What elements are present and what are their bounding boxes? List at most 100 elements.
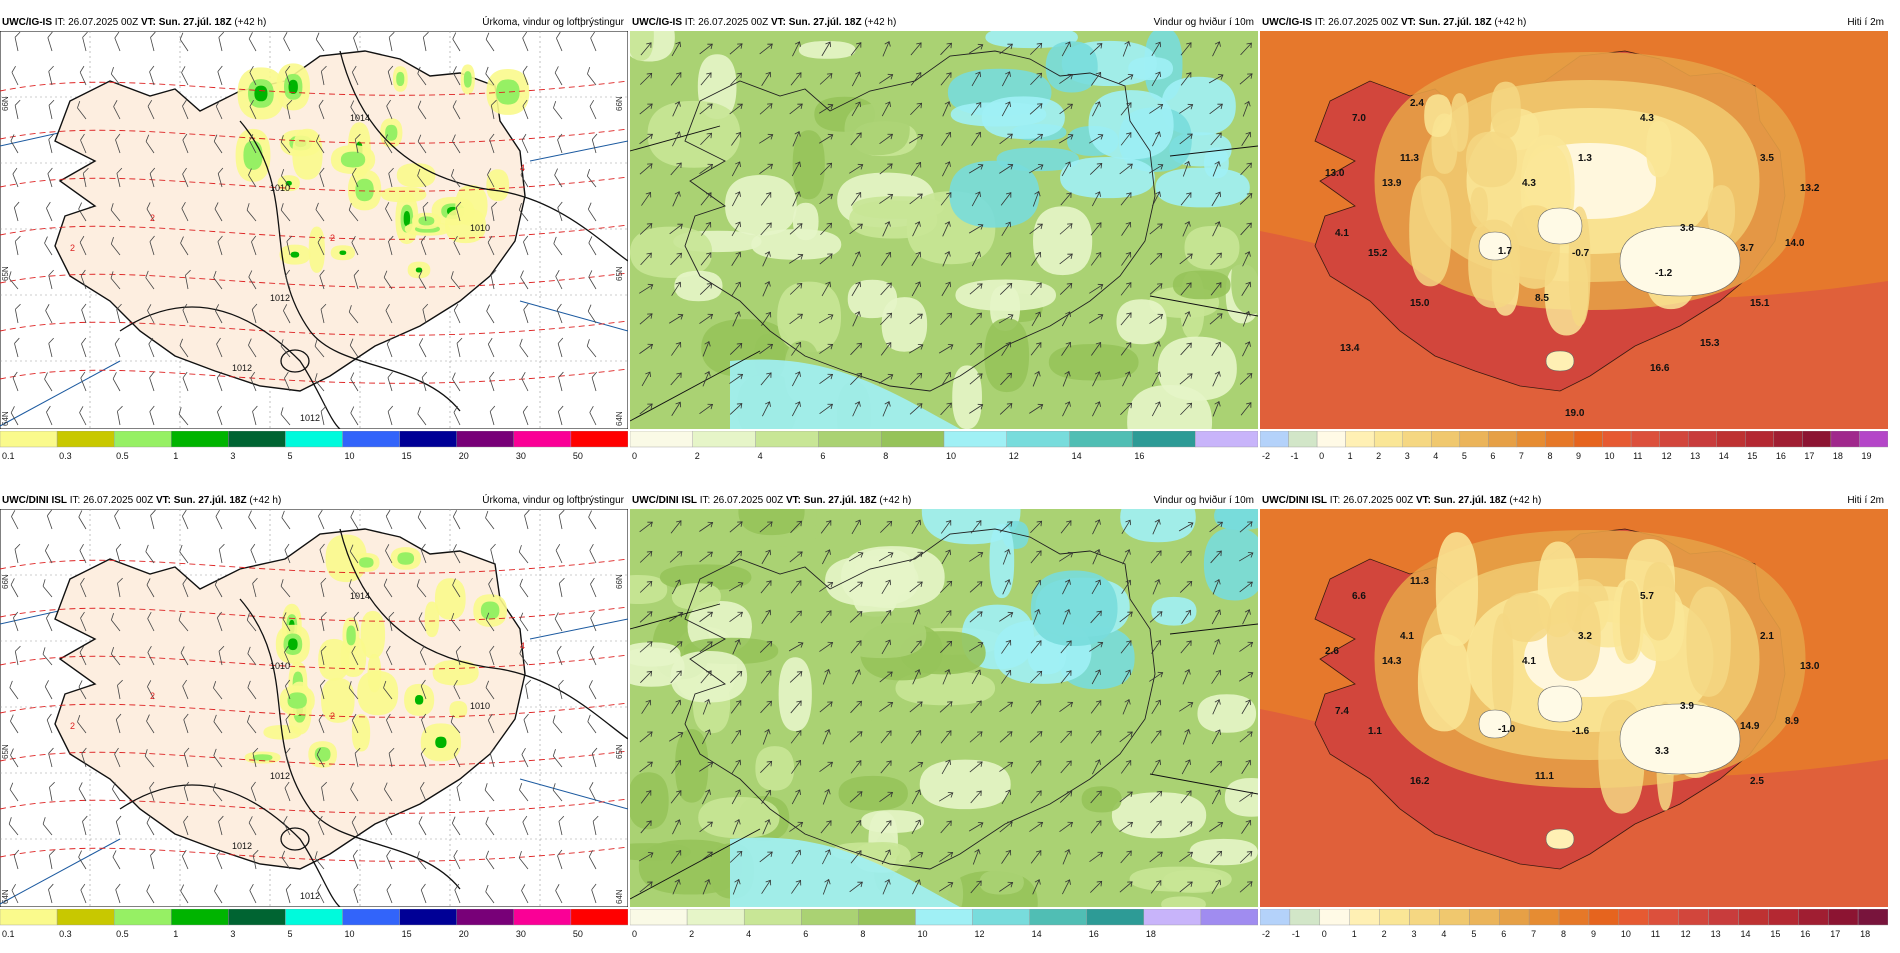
barb-staff — [182, 516, 189, 530]
barb-flag — [183, 815, 189, 822]
barb-flag — [386, 849, 391, 857]
arrow-shaft — [1029, 134, 1043, 144]
arrow-head — [1215, 191, 1222, 198]
boundary-line — [519, 300, 628, 332]
arrow-head — [827, 581, 834, 588]
barb-flag — [487, 337, 493, 345]
wind-arrow — [791, 759, 802, 774]
barb-staff — [451, 175, 461, 188]
wind-barb — [453, 405, 461, 426]
barb-staff — [590, 617, 597, 632]
arrow-shaft — [1089, 163, 1103, 175]
arrow-shaft — [999, 133, 1013, 145]
barb-staff — [488, 583, 495, 598]
colorbar-tick-label: 13 — [1690, 451, 1700, 461]
arrow-head — [946, 312, 953, 319]
contour-label: 1010 — [470, 701, 490, 711]
barb-staff — [450, 721, 461, 734]
arrow-shaft — [878, 552, 894, 562]
wind-speed-area — [630, 226, 713, 278]
arrow-shaft — [729, 521, 743, 533]
wind-barb — [182, 509, 189, 530]
panel-wind-bottom: UWC/DINI ISL IT: 26.07.2025 00Z VT: Sun.… — [630, 493, 1258, 953]
wind-barb — [453, 747, 461, 768]
barb-flag — [352, 167, 357, 175]
precip-area — [321, 677, 355, 723]
barb-staff — [387, 71, 393, 86]
wind-map[interactable] — [630, 31, 1258, 429]
wind-barb — [249, 884, 257, 904]
arrow-shaft — [849, 164, 863, 174]
arrow-shaft — [1059, 223, 1073, 235]
wind-arrow — [999, 133, 1013, 145]
arrow-head — [647, 283, 654, 290]
wind-arrow — [1030, 42, 1043, 55]
arrow-head — [947, 881, 954, 888]
barb-staff — [216, 617, 223, 632]
barb-staff — [13, 617, 19, 632]
wind-arrow — [1208, 74, 1224, 84]
temperature-map[interactable]: 11.3 6.6 5.7 4.1 3.2 2.1 2.6 14.3 4.1 13.0 3.9 7.4 1… — [1260, 509, 1888, 907]
wind-arrow — [732, 311, 741, 327]
arrow-shaft — [1209, 313, 1223, 325]
wind-barb — [349, 544, 359, 564]
arrow-shaft — [789, 254, 803, 264]
barb-staff — [44, 378, 53, 392]
wind-barb — [9, 680, 19, 700]
barb-flag — [354, 133, 361, 140]
arrow-head — [855, 71, 861, 77]
barb-staff — [418, 618, 427, 632]
wind-arrow — [639, 761, 653, 773]
arrow-shaft — [669, 314, 683, 324]
arrow-shaft — [852, 311, 860, 327]
barb-staff — [214, 310, 223, 324]
arrow-head — [1065, 41, 1071, 47]
barb-staff — [114, 37, 121, 52]
arrow-shaft — [699, 404, 713, 414]
precip-map[interactable]: 1010 1012 1014 1012 1010 1012 2 2 2 4 66N 66N 65N 65N… — [0, 509, 628, 907]
barb-staff — [146, 890, 155, 904]
wind-arrow — [910, 102, 923, 116]
colorbar-swatch — [880, 431, 945, 448]
arrow-head — [767, 851, 773, 857]
wind-barb — [148, 337, 155, 358]
wind-barb — [146, 714, 155, 734]
arrow-shaft — [671, 760, 681, 774]
arrow-shaft — [1209, 822, 1223, 832]
arrow-shaft — [969, 731, 983, 743]
barb-flag — [318, 713, 324, 721]
colorbar-swatch — [1200, 909, 1258, 926]
wind-arrow — [1211, 879, 1222, 895]
barb-flag — [110, 67, 114, 75]
arrow-head — [767, 103, 773, 109]
barb-staff — [252, 855, 257, 870]
barb-staff — [320, 411, 325, 426]
arrow-shaft — [1239, 851, 1253, 863]
wind-arrow — [701, 729, 711, 745]
arrow-shaft — [908, 134, 924, 144]
wind-barb — [490, 99, 497, 120]
barb-staff — [47, 173, 53, 188]
arrow-shaft — [1060, 640, 1072, 654]
arrow-head — [1094, 401, 1101, 407]
temperature-map[interactable]: 2.4 7.0 4.3 11.3 1.3 3.5 13.0 13.9 4.3 13.2 3.8 4.1… — [1260, 31, 1888, 429]
wind-barb — [10, 134, 19, 154]
wind-barb — [350, 372, 359, 392]
arrow-head — [645, 191, 652, 198]
arrow-head — [826, 820, 832, 826]
barb-staff — [78, 788, 87, 802]
arrow-head — [735, 789, 741, 796]
wind-barb — [450, 271, 461, 290]
wind-barb — [281, 510, 291, 530]
barb-flag — [179, 32, 184, 40]
precip-map[interactable]: 1010 1012 1014 1012 1010 1012 2 2 2 4 66N 66N 65N 65N… — [0, 31, 628, 429]
arrow-head — [646, 72, 653, 79]
arrow-shaft — [790, 580, 802, 594]
isotherm-contour — [0, 176, 628, 192]
barb-flag — [557, 201, 563, 208]
wind-barb — [13, 849, 20, 870]
wind-map[interactable] — [630, 509, 1258, 907]
arrow-shaft — [1149, 104, 1163, 114]
arrow-head — [885, 639, 892, 646]
colorbar-tick-label: 4 — [746, 929, 751, 939]
